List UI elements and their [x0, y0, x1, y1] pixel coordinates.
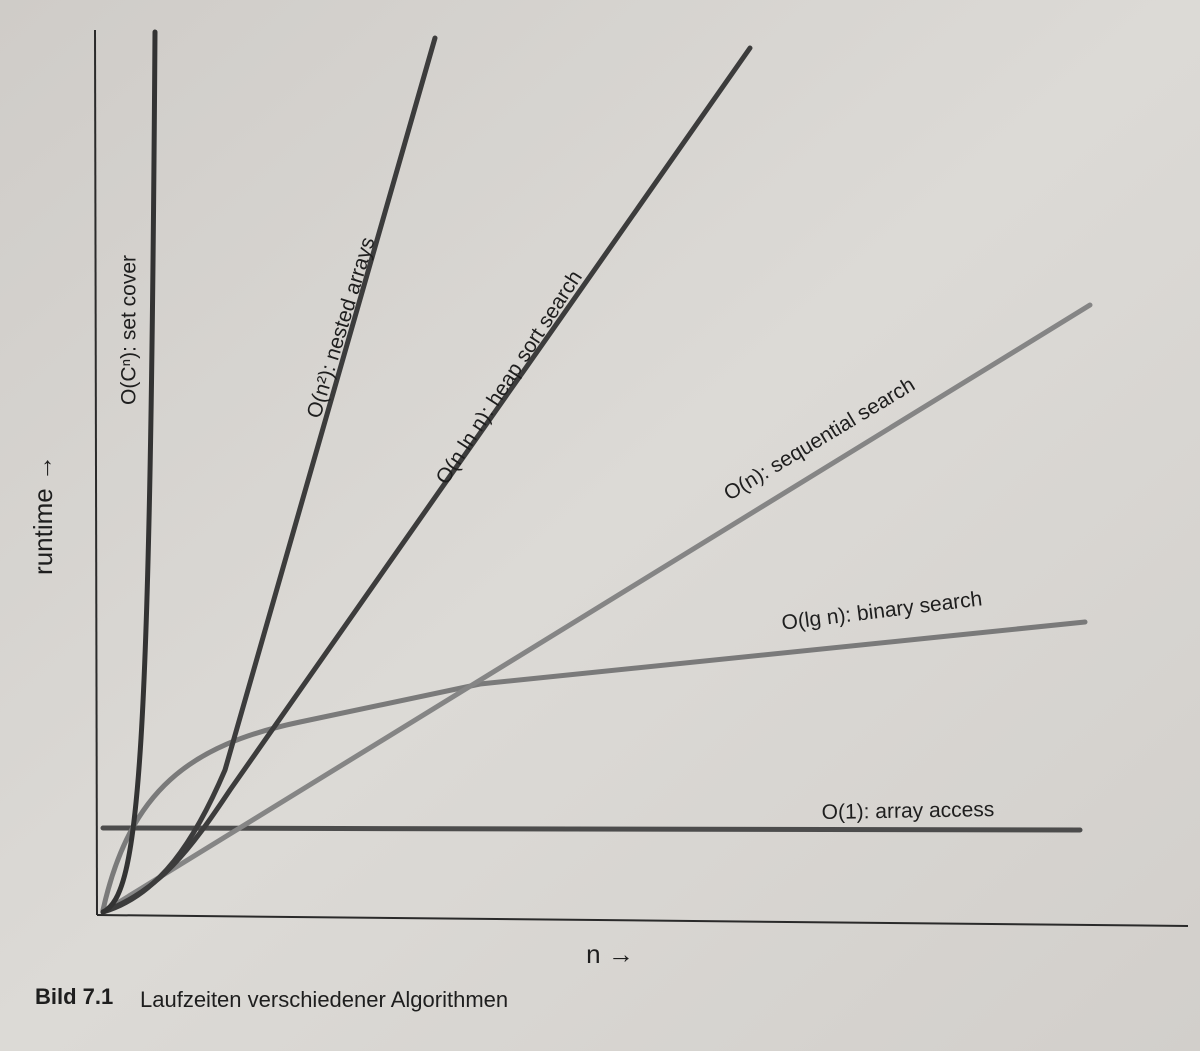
curve-linear — [100, 302, 1093, 915]
x-axis-label: n → — [586, 939, 634, 969]
caption-text: Laufzeiten verschiedener Algorithmen — [140, 987, 508, 1012]
curve-label: O(1): array access — [821, 798, 994, 824]
caption-number: Bild 7.1 — [35, 984, 113, 1009]
curve-quadratic — [100, 35, 438, 915]
x-axis — [96, 914, 1189, 927]
curve-constant — [100, 825, 1083, 833]
curve-exponential — [100, 29, 158, 915]
y-axis — [94, 29, 98, 916]
curve-log — [100, 619, 1088, 913]
curve-label: O(Cⁿ): set cover — [118, 255, 141, 405]
y-axis-label: runtime → — [28, 455, 58, 575]
